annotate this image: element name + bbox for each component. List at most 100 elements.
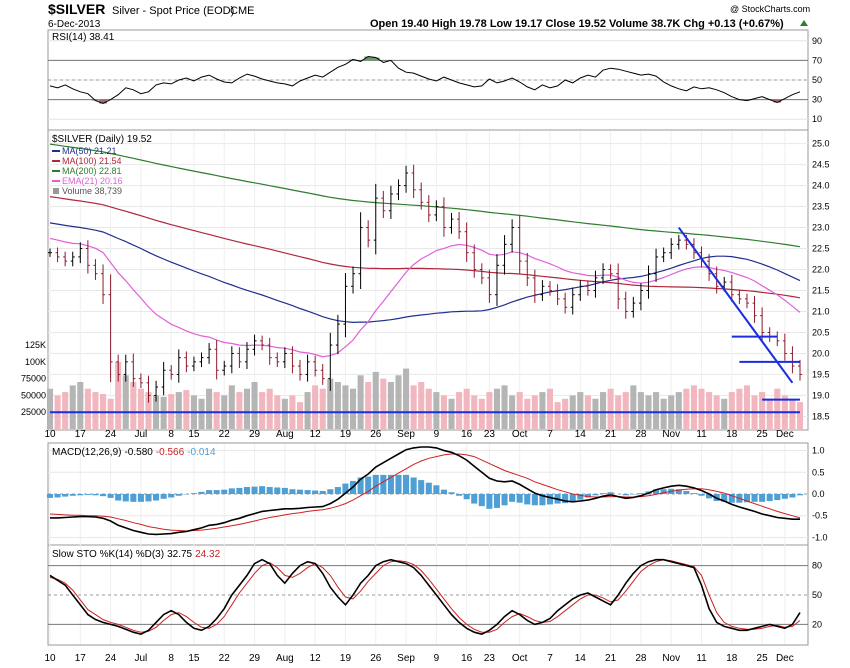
volume-bar (387, 382, 394, 429)
volume-bar (789, 398, 796, 429)
macd-histogram-bar (577, 494, 584, 500)
macd-label-hist: -0.014 (187, 447, 216, 458)
macd-histogram-bar (168, 494, 175, 498)
macd-histogram-bar (751, 494, 758, 502)
macd-histogram-bar (372, 474, 379, 494)
price-x-label: 22 (219, 429, 231, 440)
macd-histogram-bar (342, 483, 349, 494)
sto-label-k: 32.75 (167, 549, 192, 560)
volume-bar (554, 402, 561, 429)
sto-x-label: 18 (726, 653, 738, 664)
macd-histogram-bar (153, 494, 160, 501)
price-x-label: 29 (249, 429, 261, 440)
price-tick-label: 20.0 (812, 348, 830, 358)
volume-tick-label: 125K (25, 340, 46, 350)
volume-bar (706, 392, 713, 429)
macd-tick-label: 1.0 (812, 446, 825, 456)
price-x-label: 18 (726, 429, 738, 440)
macd-histogram-bar (759, 494, 766, 502)
macd-histogram-bar (46, 494, 54, 498)
volume-bar (766, 398, 773, 429)
symbol-title: $SILVER (48, 1, 105, 17)
macd-histogram-bar (675, 489, 682, 494)
volume-bar (675, 392, 682, 429)
macd-histogram-bar (463, 494, 470, 500)
volume-bar (539, 392, 546, 429)
volume-bar (683, 388, 690, 429)
ma200-line (49, 143, 801, 248)
macd-histogram-bar (122, 494, 129, 502)
volume-bar (243, 388, 250, 429)
volume-bar (456, 392, 463, 429)
macd-histogram-bar (403, 474, 410, 494)
volume-bar (524, 398, 531, 429)
macd-panel (46, 446, 804, 536)
sto-x-label: 21 (605, 653, 617, 664)
macd-tick-label: 0.5 (812, 467, 825, 477)
legend-ma100: MA(100) 21.54 (52, 156, 122, 166)
macd-histogram-bar (796, 494, 804, 496)
sto-x-label: 11 (696, 653, 707, 664)
volume-bar (728, 392, 735, 429)
rsi-panel (48, 55, 808, 105)
sto-x-label: 16 (461, 653, 473, 664)
volume-bar (380, 378, 387, 429)
trendline (677, 226, 794, 384)
macd-histogram-bar (433, 485, 440, 494)
macd-histogram-bar (728, 494, 735, 503)
price-tick-label: 21.0 (812, 306, 830, 316)
macd-histogram-bar (160, 494, 167, 499)
macd-histogram-bar (319, 490, 326, 494)
macd-histogram-bar (274, 487, 281, 494)
price-x-label: 12 (310, 429, 322, 440)
volume-bar (372, 371, 379, 429)
volume-bar (312, 385, 319, 429)
macd-histogram-bar (296, 489, 304, 494)
macd-histogram-bar (190, 493, 197, 494)
price-x-label: 26 (370, 429, 382, 440)
volume-bar (562, 398, 569, 429)
volume-bar (198, 398, 205, 429)
sto-tick-label: 50 (812, 590, 822, 600)
ohlc-summary: Open 19.40 High 19.78 Low 19.17 Close 19… (370, 18, 784, 30)
price-tick-label: 24.5 (812, 160, 830, 170)
macd-histogram-bar (92, 494, 99, 496)
macd-histogram-bar (289, 489, 296, 494)
macd-histogram-bar (721, 494, 728, 502)
price-x-label: 11 (696, 429, 707, 440)
sto-x-label: 8 (168, 653, 174, 664)
volume-bar (77, 382, 84, 429)
volume-bar (774, 388, 781, 429)
price-x-label: 16 (461, 429, 473, 440)
macd-histogram-bar (440, 489, 447, 494)
volume-bar (403, 368, 410, 429)
macd-histogram-bar (698, 494, 705, 496)
volume-tick-label: 25000 (21, 407, 46, 417)
sto-tick-label: 20 (812, 619, 822, 629)
macd-histogram-bar (69, 494, 76, 496)
price-tick-label: 24.0 (812, 181, 830, 191)
volume-bar (418, 382, 425, 429)
volume-bar (546, 388, 554, 429)
price-legend-title: $SILVER (Daily) 19.52 (52, 134, 152, 145)
volume-bar (637, 392, 644, 429)
macd-histogram-bar (501, 494, 508, 506)
legend-volume-text: Volume 38,739 (62, 186, 122, 196)
volume-bar (501, 385, 508, 429)
volume-bar (319, 388, 326, 429)
macd-histogram-bar (380, 474, 387, 494)
macd-histogram-bar (62, 494, 69, 497)
macd-histogram-bar (115, 494, 122, 501)
volume-bar (607, 388, 614, 429)
price-x-label: Nov (662, 429, 680, 440)
exchange-label: CME (230, 5, 254, 17)
macd-label-value: -0.580 (124, 447, 153, 458)
stochastic-panel (48, 558, 808, 636)
macd-histogram-bar (243, 487, 250, 494)
sto-d-line (49, 559, 801, 633)
macd-histogram-bar (516, 494, 523, 503)
macd-histogram-bar (493, 494, 500, 508)
volume-bar (327, 378, 334, 429)
volume-bar (486, 392, 493, 429)
macd-histogram-bar (77, 494, 84, 496)
